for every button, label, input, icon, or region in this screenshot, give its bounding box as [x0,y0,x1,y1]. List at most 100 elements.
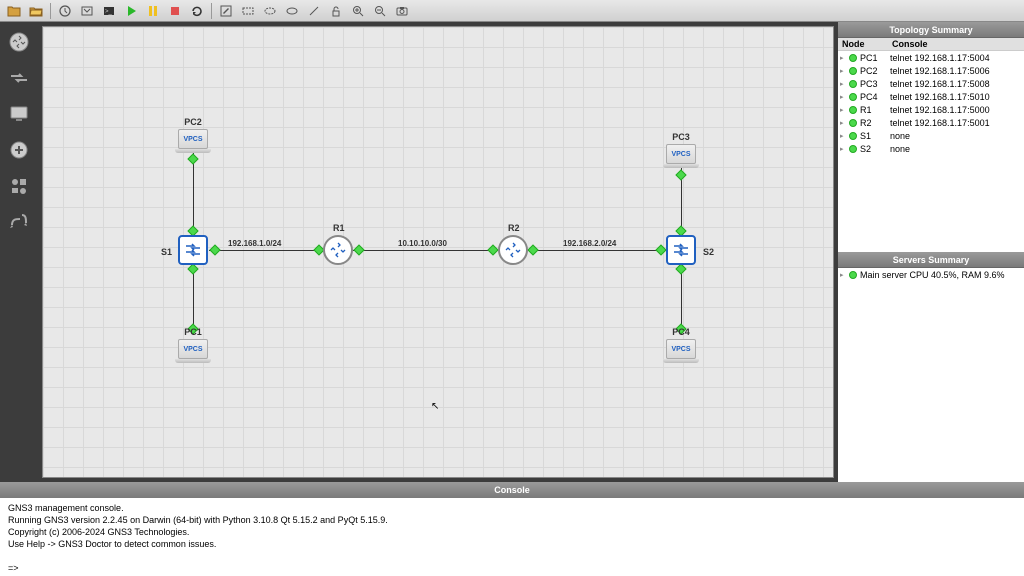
main-toolbar: >_ [0,0,1024,22]
node-label: PC4 [663,327,699,337]
link-label-r1r2: 10.10.10.0/30 [398,239,447,248]
node-r2[interactable] [498,235,528,265]
zoom-out-icon[interactable] [370,2,390,20]
row-node: PC2 [860,66,890,76]
end-devices-icon[interactable] [5,100,33,128]
status-dot-icon [849,271,857,279]
server-text: Main server CPU 40.5%, RAM 9.6% [860,270,1005,280]
right-panel: Topology Summary Node Console ▸PC1telnet… [838,22,1024,482]
camera-icon[interactable] [392,2,412,20]
console-line: GNS3 management console. [8,502,1016,514]
row-console: none [890,144,1022,154]
status-dot-icon [849,132,857,140]
node-pc3[interactable]: PC3 VPCS [663,132,699,168]
reload-icon[interactable] [187,2,207,20]
table-row[interactable]: ▸S1none [838,129,1024,142]
pause-icon[interactable] [143,2,163,20]
port-icon [487,244,498,255]
lock-icon[interactable] [326,2,346,20]
zoom-in-icon[interactable] [348,2,368,20]
row-console: telnet 192.168.1.17:5006 [890,66,1022,76]
table-row[interactable]: ▸R2telnet 192.168.1.17:5001 [838,116,1024,129]
status-dot-icon [849,145,857,153]
row-node: PC3 [860,79,890,89]
rect-icon[interactable] [238,2,258,20]
port-icon [209,244,220,255]
row-node: PC4 [860,92,890,102]
status-dot-icon [849,67,857,75]
snapshot-icon[interactable] [77,2,97,20]
switch-icon [178,235,208,265]
server-row[interactable]: ▸Main server CPU 40.5%, RAM 9.6% [838,268,1024,281]
port-icon [675,263,686,274]
vpcs-icon: VPCS [178,339,208,359]
terminal-icon[interactable]: >_ [99,2,119,20]
row-console: telnet 192.168.1.17:5000 [890,105,1022,115]
node-label: PC3 [663,132,699,142]
port-icon [527,244,538,255]
status-dot-icon [849,119,857,127]
link-label-r2s2: 192.168.2.0/24 [563,239,616,248]
router-icon [498,235,528,265]
folder-open-icon[interactable] [26,2,46,20]
node-r1[interactable] [323,235,353,265]
router-category-icon[interactable] [5,28,33,56]
clock-icon[interactable] [55,2,75,20]
topology-canvas[interactable]: 192.168.1.0/24 10.10.10.0/30 192.168.2.0… [42,26,834,478]
add-link-icon[interactable] [5,208,33,236]
ellipse-dashed-icon[interactable] [260,2,280,20]
link-r1-r2[interactable] [353,250,498,251]
edit-icon[interactable] [216,2,236,20]
node-pc2[interactable]: PC2 VPCS [175,117,211,153]
cursor-icon: ↖ [431,401,439,412]
table-row[interactable]: ▸PC1telnet 192.168.1.17:5004 [838,51,1024,64]
row-console: none [890,131,1022,141]
vpcs-icon: VPCS [666,144,696,164]
ellipse-icon[interactable] [282,2,302,20]
row-node: S2 [860,144,890,154]
node-label: R1 [333,223,345,233]
table-row[interactable]: ▸R1telnet 192.168.1.17:5000 [838,103,1024,116]
line-icon[interactable] [304,2,324,20]
node-label: PC1 [175,327,211,337]
play-icon[interactable] [121,2,141,20]
row-console: telnet 192.168.1.17:5008 [890,79,1022,89]
node-s2[interactable] [666,235,696,265]
row-node: S1 [860,131,890,141]
port-icon [187,153,198,164]
security-devices-icon[interactable] [5,136,33,164]
node-pc1[interactable]: PC1 VPCS [175,327,211,363]
node-s1[interactable] [178,235,208,265]
table-header: Node Console [838,38,1024,51]
vpcs-icon: VPCS [666,339,696,359]
svg-text:>_: >_ [105,9,113,15]
link-r2-s2[interactable] [528,250,666,251]
switch-category-icon[interactable] [5,64,33,92]
node-label: S1 [161,247,172,257]
port-icon [675,169,686,180]
all-devices-icon[interactable] [5,172,33,200]
console-output[interactable]: GNS3 management console.Running GNS3 ver… [0,498,1024,576]
console-line [8,550,1016,562]
table-row[interactable]: ▸S2none [838,142,1024,155]
stop-icon[interactable] [165,2,185,20]
link-label-s1r1: 192.168.1.0/24 [228,239,281,248]
folder-new-icon[interactable] [4,2,24,20]
switch-icon [666,235,696,265]
table-row[interactable]: ▸PC3telnet 192.168.1.17:5008 [838,77,1024,90]
canvas-area: 192.168.1.0/24 10.10.10.0/30 192.168.2.0… [38,22,838,482]
node-pc4[interactable]: PC4 VPCS [663,327,699,363]
node-label: R2 [508,223,520,233]
link-s1-r1[interactable] [209,250,323,251]
console-line: => [8,562,1016,574]
port-icon [655,244,666,255]
header-console: Console [888,38,1024,50]
port-icon [187,263,198,274]
table-row[interactable]: ▸PC2telnet 192.168.1.17:5006 [838,64,1024,77]
table-row[interactable]: ▸PC4telnet 192.168.1.17:5010 [838,90,1024,103]
panel-title: Topology Summary [838,22,1024,38]
status-dot-icon [849,106,857,114]
row-console: telnet 192.168.1.17:5001 [890,118,1022,128]
console-header: Console [0,482,1024,498]
servers-summary-panel: Servers Summary ▸Main server CPU 40.5%, … [838,252,1024,482]
